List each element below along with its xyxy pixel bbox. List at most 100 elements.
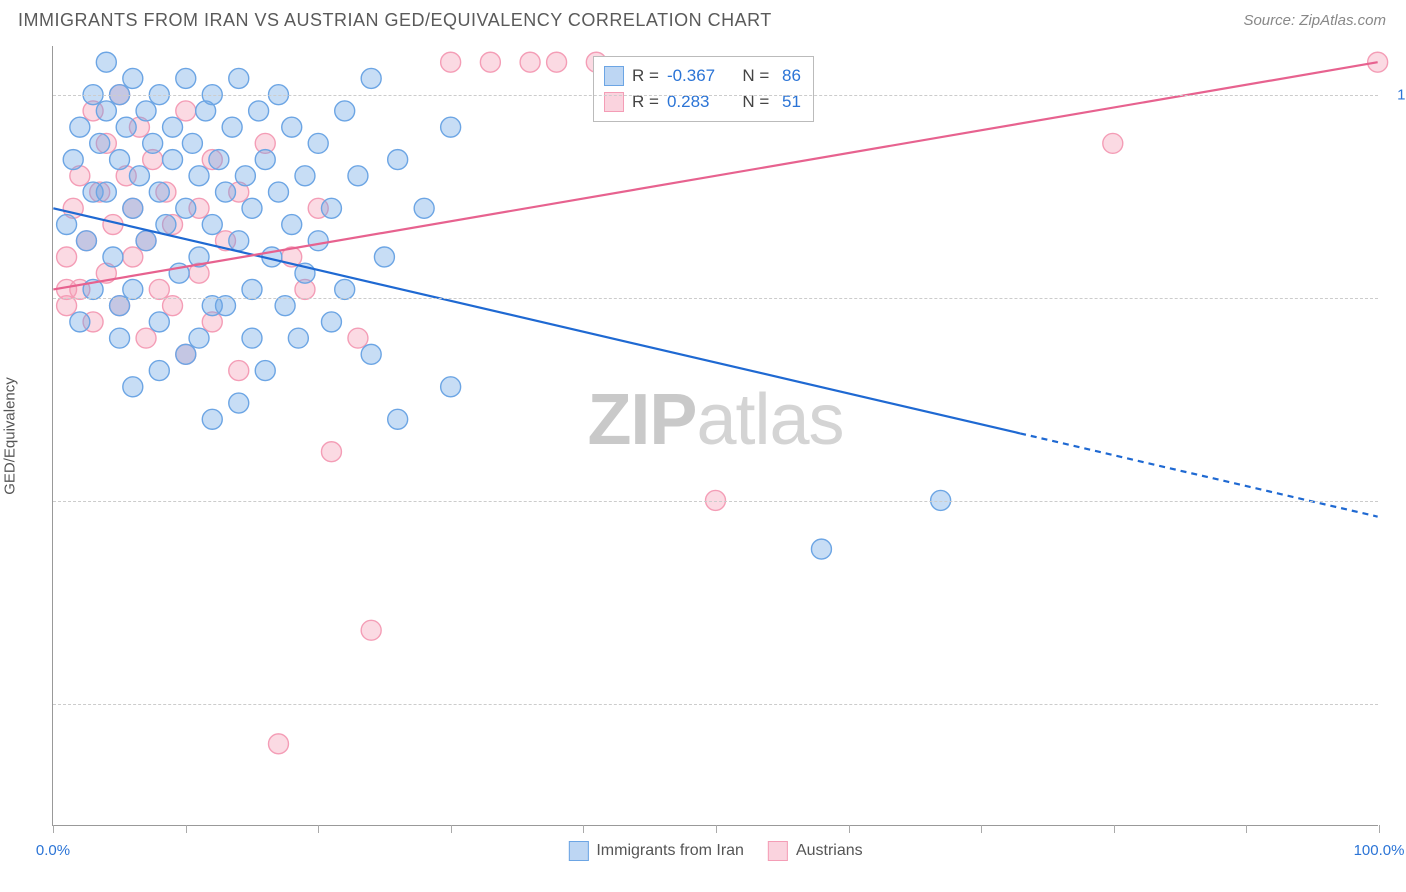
data-point: [480, 52, 500, 72]
source-label: Source: ZipAtlas.com: [1243, 12, 1386, 29]
data-point: [414, 198, 434, 218]
data-point: [282, 117, 302, 137]
data-point: [57, 247, 77, 267]
x-tick: [849, 825, 850, 833]
data-point: [216, 182, 236, 202]
page-title: IMMIGRANTS FROM IRAN VS AUSTRIAN GED/EQU…: [18, 10, 772, 31]
regression-line-extrapolated: [1020, 433, 1378, 516]
n-label: N =: [733, 63, 769, 89]
legend-swatch: [604, 66, 624, 86]
legend-item: Austrians: [768, 841, 863, 861]
gridline: [53, 298, 1378, 299]
data-point: [163, 117, 183, 137]
data-point: [361, 620, 381, 640]
data-point: [96, 101, 116, 121]
data-point: [255, 150, 275, 170]
gridline: [53, 501, 1378, 502]
data-point: [295, 166, 315, 186]
data-point: [1103, 133, 1123, 153]
y-tick-label: 87.5%: [1388, 289, 1406, 306]
data-point: [249, 101, 269, 121]
data-point: [123, 198, 143, 218]
data-point: [335, 101, 355, 121]
x-tick-label: 0.0%: [36, 842, 70, 859]
r-value: 0.283: [667, 89, 725, 115]
legend-swatch: [568, 841, 588, 861]
data-point: [209, 150, 229, 170]
legend-label: Austrians: [796, 842, 863, 860]
data-point: [811, 539, 831, 559]
data-point: [149, 312, 169, 332]
y-tick-label: 75.0%: [1388, 493, 1406, 510]
data-point: [110, 328, 130, 348]
data-point: [361, 344, 381, 364]
data-point: [308, 231, 328, 251]
data-point: [156, 215, 176, 235]
data-point: [268, 182, 288, 202]
y-axis-label: GED/Equivalency: [2, 377, 19, 495]
data-point: [348, 328, 368, 348]
data-point: [136, 231, 156, 251]
data-point: [123, 247, 143, 267]
data-point: [282, 215, 302, 235]
r-label: R =: [632, 63, 659, 89]
series-legend: Immigrants from Iran Austrians: [568, 841, 862, 861]
data-point: [321, 442, 341, 462]
data-point: [96, 182, 116, 202]
x-tick: [53, 825, 54, 833]
x-tick: [186, 825, 187, 833]
data-point: [149, 279, 169, 299]
data-point: [176, 344, 196, 364]
x-tick-label: 100.0%: [1354, 842, 1405, 859]
data-point: [229, 393, 249, 413]
data-point: [57, 215, 77, 235]
chart-svg: [53, 46, 1378, 825]
data-point: [255, 361, 275, 381]
data-point: [176, 101, 196, 121]
data-point: [163, 150, 183, 170]
r-label: R =: [632, 89, 659, 115]
data-point: [149, 361, 169, 381]
data-point: [63, 150, 83, 170]
data-point: [321, 198, 341, 218]
data-point: [222, 117, 242, 137]
data-point: [70, 312, 90, 332]
regression-line: [53, 208, 1020, 433]
n-value: 86: [777, 63, 801, 89]
x-tick: [1246, 825, 1247, 833]
data-point: [189, 328, 209, 348]
data-point: [76, 231, 96, 251]
data-point: [441, 52, 461, 72]
data-point: [182, 133, 202, 153]
data-point: [136, 101, 156, 121]
data-point: [123, 68, 143, 88]
legend-item: Immigrants from Iran: [568, 841, 744, 861]
data-point: [116, 117, 136, 137]
data-point: [143, 133, 163, 153]
data-point: [176, 198, 196, 218]
data-point: [388, 409, 408, 429]
data-point: [96, 52, 116, 72]
data-point: [90, 133, 110, 153]
data-point: [123, 377, 143, 397]
data-point: [242, 328, 262, 348]
data-point: [103, 247, 123, 267]
x-tick: [1379, 825, 1380, 833]
gridline: [53, 95, 1378, 96]
correlation-legend: R =-0.367 N = 86R = 0.283 N = 51: [593, 56, 814, 122]
data-point: [229, 231, 249, 251]
x-tick: [318, 825, 319, 833]
data-point: [348, 166, 368, 186]
gridline: [53, 704, 1378, 705]
data-point: [308, 133, 328, 153]
data-point: [149, 182, 169, 202]
data-point: [242, 198, 262, 218]
data-point: [288, 328, 308, 348]
data-point: [202, 409, 222, 429]
data-point: [202, 215, 222, 235]
n-value: 51: [777, 89, 801, 115]
x-tick: [716, 825, 717, 833]
legend-row: R =-0.367 N = 86: [604, 63, 801, 89]
data-point: [176, 68, 196, 88]
x-tick: [451, 825, 452, 833]
